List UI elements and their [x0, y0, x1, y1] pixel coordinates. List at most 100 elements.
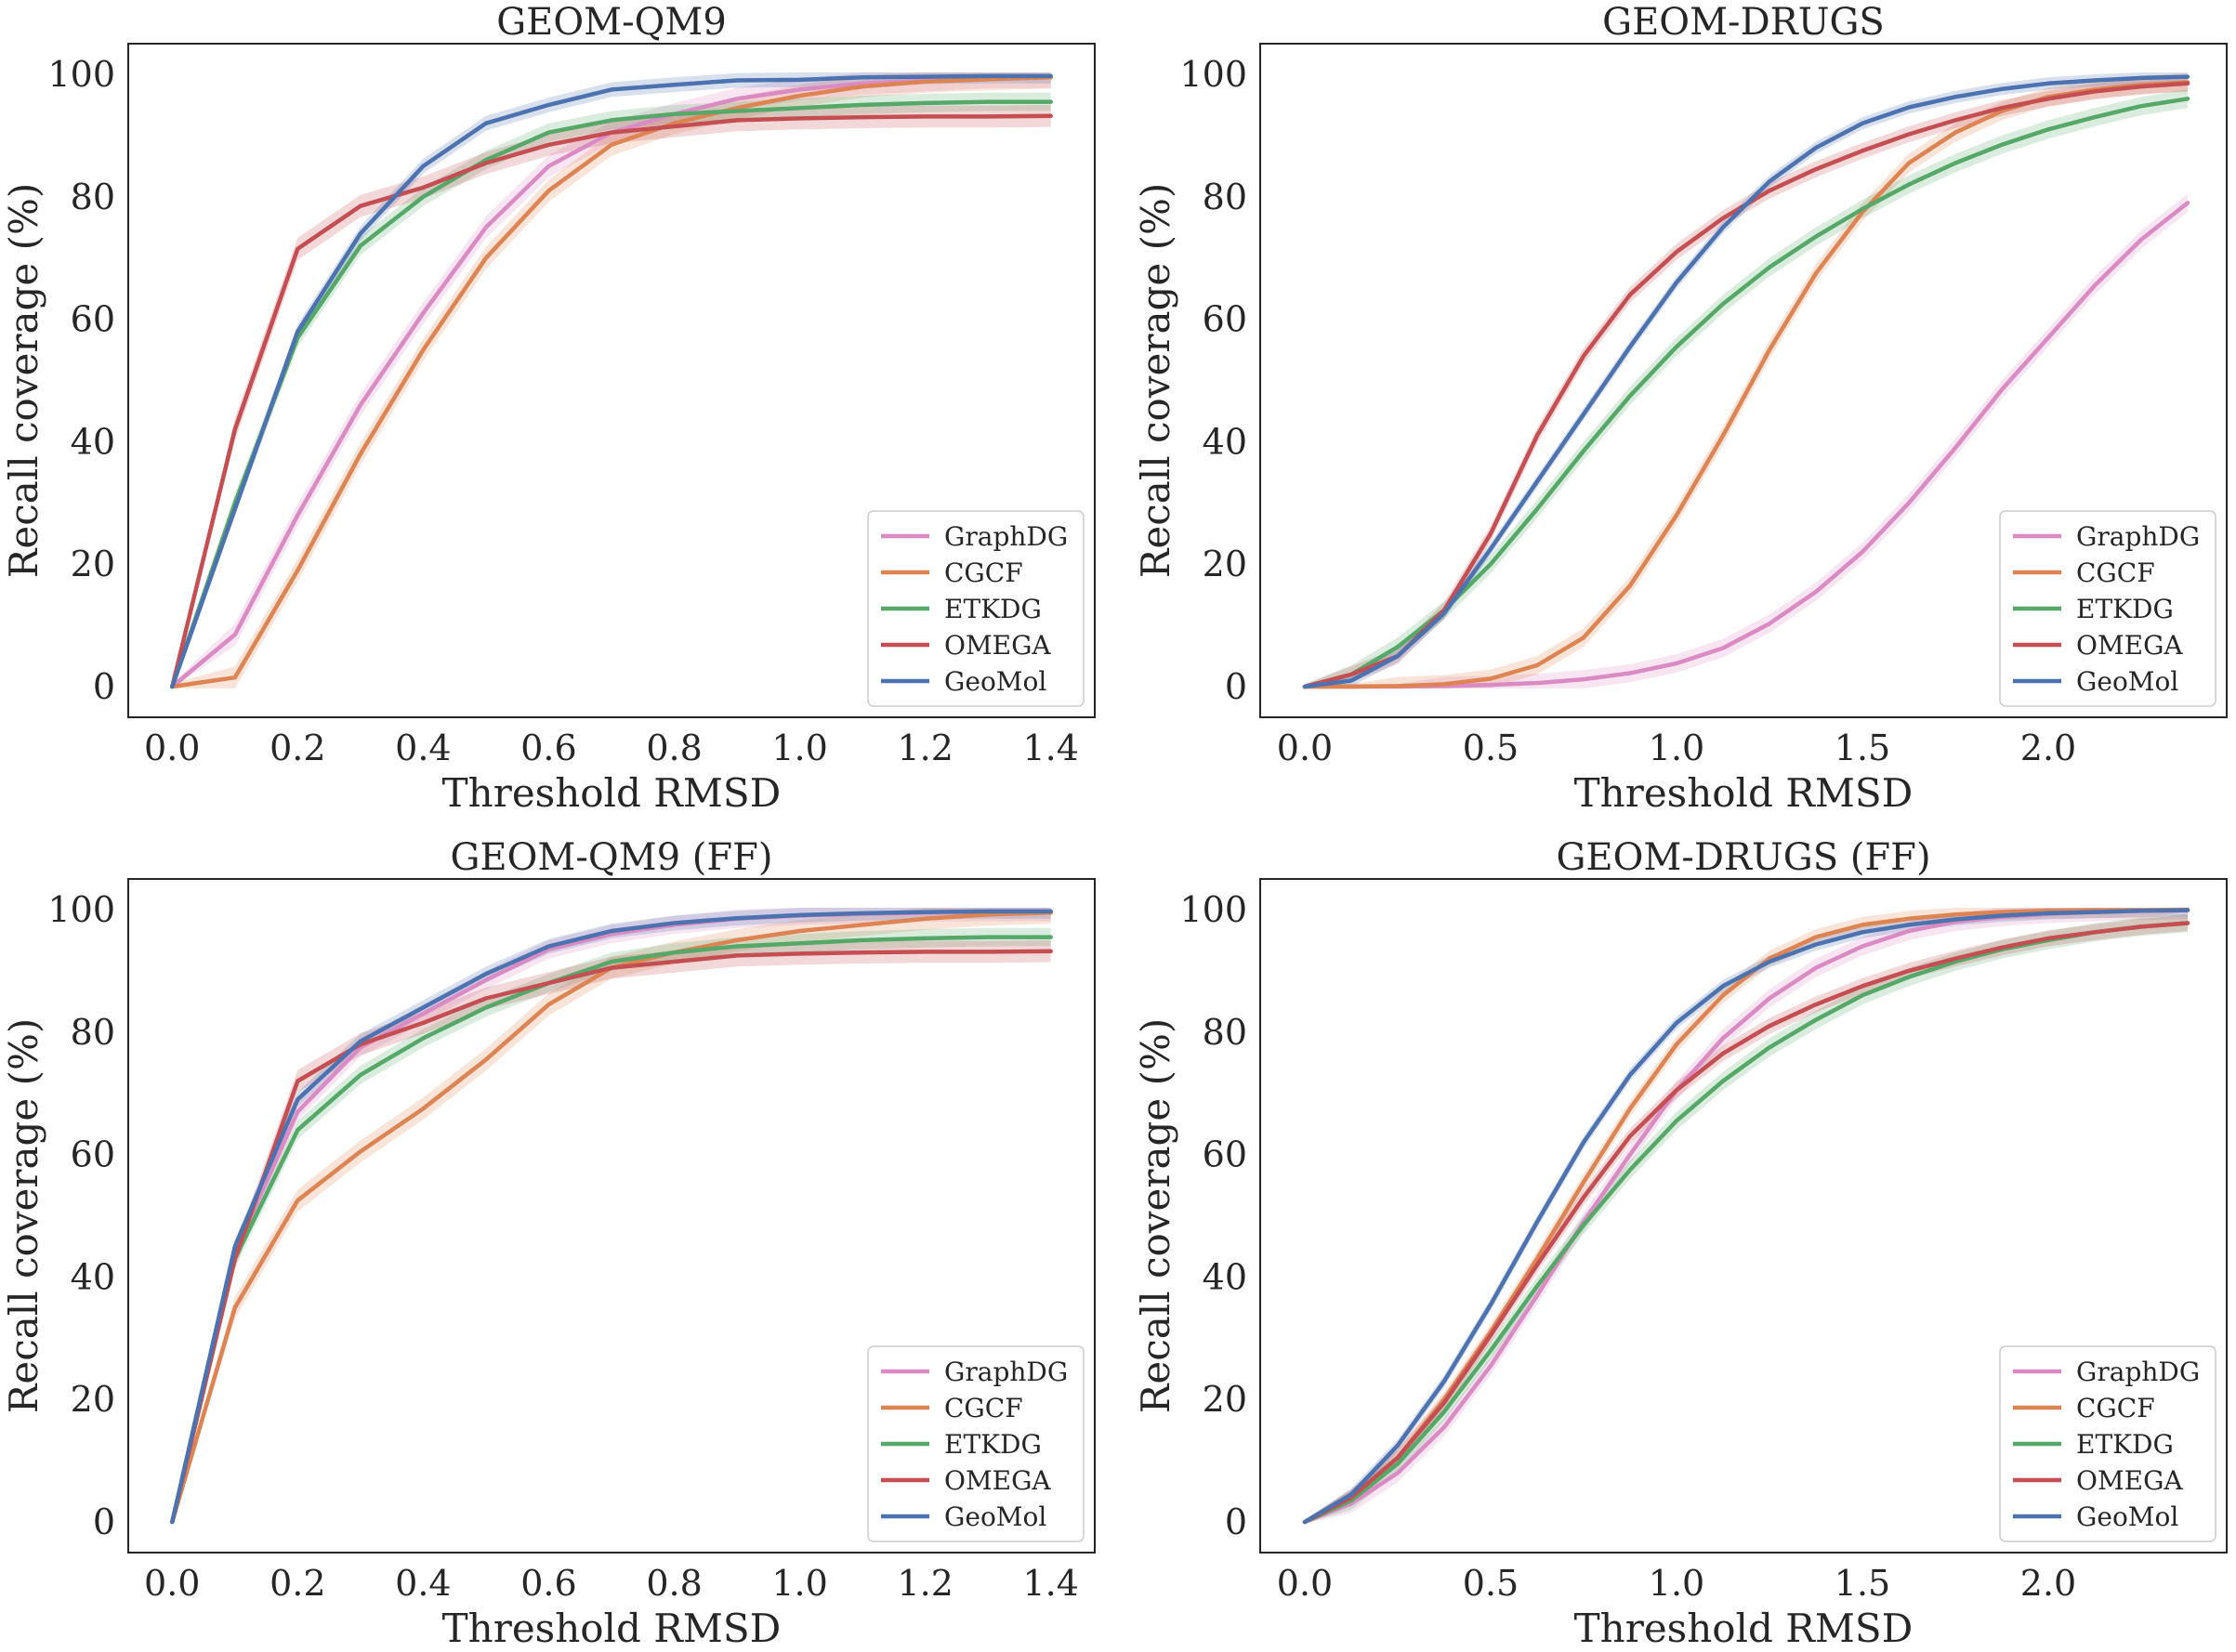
y-tick-label: 20: [1203, 1379, 1247, 1420]
panel-4-y-axis-label: Recall coverage (%): [1133, 1018, 1178, 1414]
x-tick-label: 0.8: [646, 728, 702, 768]
legend-label-geomol: GeoMol: [2076, 1501, 2178, 1532]
panel-2-title: GEOM-DRUGS: [1602, 1, 1885, 44]
x-tick-label: 0.4: [395, 728, 451, 768]
legend-label-graphdg: GraphDG: [2076, 1357, 2200, 1387]
legend-label-geomol: GeoMol: [944, 666, 1046, 697]
series-band-cgcf: [172, 72, 1051, 688]
y-tick-label: 0: [1225, 1501, 1247, 1542]
y-tick-label: 60: [1203, 299, 1247, 340]
x-tick-label: 1.0: [1649, 1563, 1704, 1604]
series-line-omega: [170, 949, 1053, 1525]
panel-1-frame: [127, 43, 1096, 718]
x-tick-label: 0.2: [270, 1563, 325, 1604]
panel-2-x-axis-label: Threshold RMSD: [1574, 770, 1914, 816]
y-tick-label: 40: [71, 1256, 115, 1297]
legend-label-omega: OMEGA: [2076, 630, 2183, 661]
legend-box: [1999, 1345, 2216, 1542]
y-tick-label: 100: [1179, 54, 1247, 95]
y-tick-label: 60: [71, 1134, 115, 1175]
x-tick-label: 0.0: [1277, 1563, 1333, 1604]
legend-label-omega: OMEGA: [944, 630, 1051, 661]
x-tick-label: 1.4: [1023, 1563, 1079, 1604]
panel-4-x-axis-label: Threshold RMSD: [1574, 1606, 1914, 1647]
series-line-geomol: [1302, 74, 2190, 689]
x-tick-label: 0.0: [144, 728, 200, 768]
panel-4: 0.0 0.5 1.0 1.5 2.0 0 20 40 60 80 100 GEOM-DRUGS (F…: [1133, 836, 2228, 1651]
x-tick-label: 1.0: [771, 1563, 827, 1604]
y-tick-label: 60: [71, 299, 115, 340]
legend-label-graphdg: GraphDG: [2076, 521, 2200, 552]
y-tick-label: 20: [71, 544, 115, 584]
legend-label-graphdg: GraphDG: [944, 521, 1068, 552]
x-tick-label: 0.0: [1277, 728, 1333, 768]
series-line-etkdg: [170, 99, 1053, 689]
series-line-cgcf: [170, 75, 1053, 689]
legend-label-cgcf: CGCF: [2076, 557, 2155, 588]
series-line-omega: [1302, 921, 2190, 1525]
y-tick-label: 80: [71, 1012, 115, 1053]
series-line-graphdg: [1302, 201, 2190, 689]
panel-3-legend: GraphDG CGCF ETKDG OMEGA GeoMol: [867, 1345, 1085, 1542]
legend-label-cgcf: CGCF: [944, 1393, 1023, 1423]
legend-label-cgcf: CGCF: [944, 557, 1023, 588]
x-tick-label: 1.4: [1023, 728, 1079, 768]
panel-1: 0.0 0.2 0.4 0.6 0.8 1.0 1.2 1.4 0 20 40 60 80 100 GEOM…: [1, 1, 1096, 816]
series-line-geomol: [1302, 908, 2190, 1525]
series-line-etkdg: [170, 935, 1053, 1525]
x-tick-label: 0.6: [520, 728, 576, 768]
x-tick-label: 2.0: [2020, 728, 2076, 768]
legend-label-geomol: GeoMol: [944, 1501, 1046, 1532]
x-tick-label: 0.8: [646, 1563, 702, 1604]
x-tick-label: 1.0: [771, 728, 827, 768]
panel-1-x-axis-label: Threshold RMSD: [442, 770, 782, 816]
panel-1-title: GEOM-QM9: [496, 1, 727, 44]
legend-box: [1999, 510, 2216, 707]
panel-3-x-axis-label: Threshold RMSD: [442, 1606, 782, 1647]
panel-4-series-group: [1302, 907, 2190, 1525]
legend-label-etkdg: ETKDG: [2076, 594, 2174, 624]
x-tick-label: 1.0: [1649, 728, 1704, 768]
panel-4-title: GEOM-DRUGS (FF): [1556, 836, 1930, 879]
x-tick-label: 1.2: [897, 1563, 953, 1604]
panel-1-y-axis-label: Recall coverage (%): [1, 183, 46, 579]
y-tick-label: 0: [93, 1501, 115, 1542]
y-tick-label: 40: [1203, 1256, 1247, 1297]
y-tick-label: 40: [1203, 421, 1247, 462]
panel-3: 0.0 0.2 0.4 0.6 0.8 1.0 1.2 1.4 0 20 40 60 80 100 GEOM…: [1, 836, 1096, 1651]
legend-label-cgcf: CGCF: [2076, 1393, 2155, 1423]
y-tick-label: 80: [1203, 177, 1247, 217]
y-tick-label: 0: [93, 666, 115, 707]
legend-label-etkdg: ETKDG: [944, 1429, 1042, 1460]
y-tick-label: 100: [1179, 889, 1247, 930]
legend-label-graphdg: GraphDG: [944, 1357, 1068, 1387]
panel-4-frame: [1259, 878, 2228, 1554]
y-tick-label: 20: [71, 1379, 115, 1420]
legend-label-omega: OMEGA: [944, 1465, 1051, 1496]
panel-2-legend: GraphDG CGCF ETKDG OMEGA GeoMol: [1999, 510, 2216, 707]
series-line-omega: [170, 113, 1053, 689]
series-line-geomol: [170, 909, 1053, 1525]
y-tick-label: 100: [47, 54, 115, 95]
panel-2: 0.0 0.5 1.0 1.5 2.0 0 20 40 60 80 100 GEOM-DRUGS Thr…: [1133, 1, 2228, 816]
y-tick-label: 80: [1203, 1012, 1247, 1053]
panel-3-y-axis-label: Recall coverage (%): [1, 1018, 46, 1414]
panel-1-legend: GraphDG CGCF ETKDG OMEGA GeoMol: [867, 510, 1085, 707]
y-tick-label: 100: [47, 889, 115, 930]
y-tick-label: 80: [71, 177, 115, 217]
x-tick-label: 0.2: [270, 728, 325, 768]
series-line-geomol: [170, 73, 1053, 689]
panel-1-series-group: [170, 72, 1053, 689]
panel-3-title: GEOM-QM9 (FF): [450, 836, 772, 879]
legend-box: [867, 1345, 1085, 1542]
y-tick-label: 40: [71, 421, 115, 462]
x-tick-label: 0.0: [144, 1563, 200, 1604]
panel-2-frame: [1259, 43, 2228, 718]
x-tick-label: 1.5: [1835, 728, 1890, 768]
x-tick-label: 0.5: [1463, 1563, 1519, 1604]
legend-label-etkdg: ETKDG: [2076, 1429, 2174, 1460]
panel-2-y-axis-label: Recall coverage (%): [1133, 183, 1178, 579]
legend-label-geomol: GeoMol: [2076, 666, 2178, 697]
